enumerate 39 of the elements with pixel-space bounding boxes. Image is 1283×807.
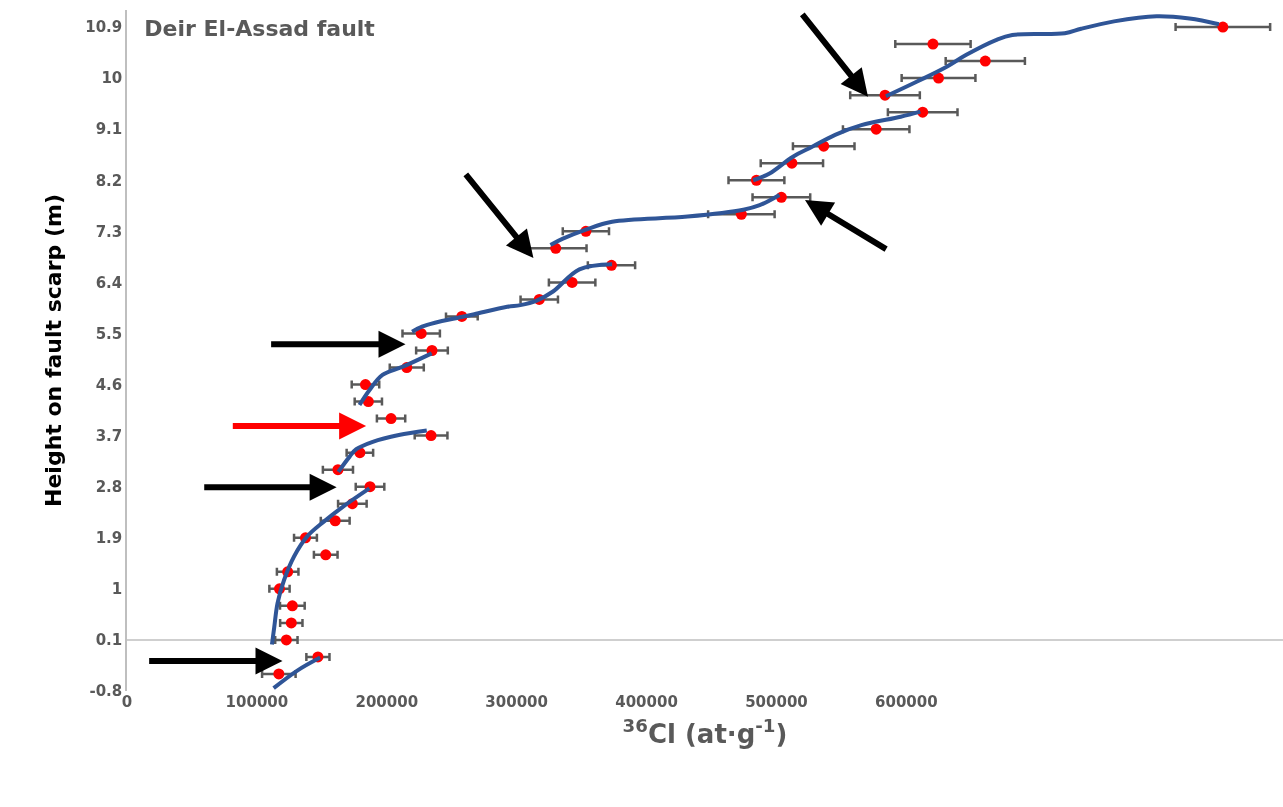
y-tick-label: 5.5 [95, 324, 123, 343]
y-tick-label: 9.1 [95, 120, 123, 139]
point [286, 600, 298, 612]
y-tick-label: 1.9 [95, 529, 123, 548]
point [1217, 21, 1229, 33]
chart-title: Deir El-Assad fault [144, 15, 376, 41]
point [285, 617, 297, 629]
y-tick-label: 10.9 [85, 18, 123, 37]
point [566, 276, 578, 288]
x-tick-label: 0 [121, 693, 133, 711]
y-tick-label: 8.2 [95, 171, 123, 190]
x-tick-label: 300000 [485, 693, 548, 711]
x-tick-label: 500000 [745, 693, 808, 711]
point [359, 379, 371, 391]
x-tick-label: 200000 [355, 693, 419, 711]
y-tick-label: -0.8 [89, 682, 123, 701]
y-tick-label: 2.8 [95, 477, 123, 496]
point [933, 72, 945, 84]
point [329, 515, 341, 527]
y-tick-label: 4.6 [95, 375, 123, 394]
x-tick-label: 100000 [225, 693, 289, 711]
point [870, 123, 882, 135]
y-axis-title: Height on fault scarp (m) [40, 194, 66, 507]
point [385, 413, 397, 425]
y-tick-label: 3.7 [95, 426, 123, 445]
x-tick-label: 600000 [875, 693, 938, 711]
x-tick-label: 400000 [615, 693, 678, 711]
point [927, 38, 939, 50]
y-tick-label: 10 [101, 69, 123, 88]
point [425, 430, 437, 442]
y-tick-label: 6.4 [95, 273, 123, 292]
point [273, 668, 285, 680]
point [320, 549, 332, 561]
y-tick-label: 1 [111, 580, 123, 599]
y-tick-label: 0.1 [95, 631, 123, 650]
point [280, 634, 292, 646]
point [979, 55, 991, 67]
y-tick-label: 7.3 [95, 222, 123, 241]
x-axis-title: $^{36}$Cl (at·g$^{-1}$) [622, 714, 788, 749]
